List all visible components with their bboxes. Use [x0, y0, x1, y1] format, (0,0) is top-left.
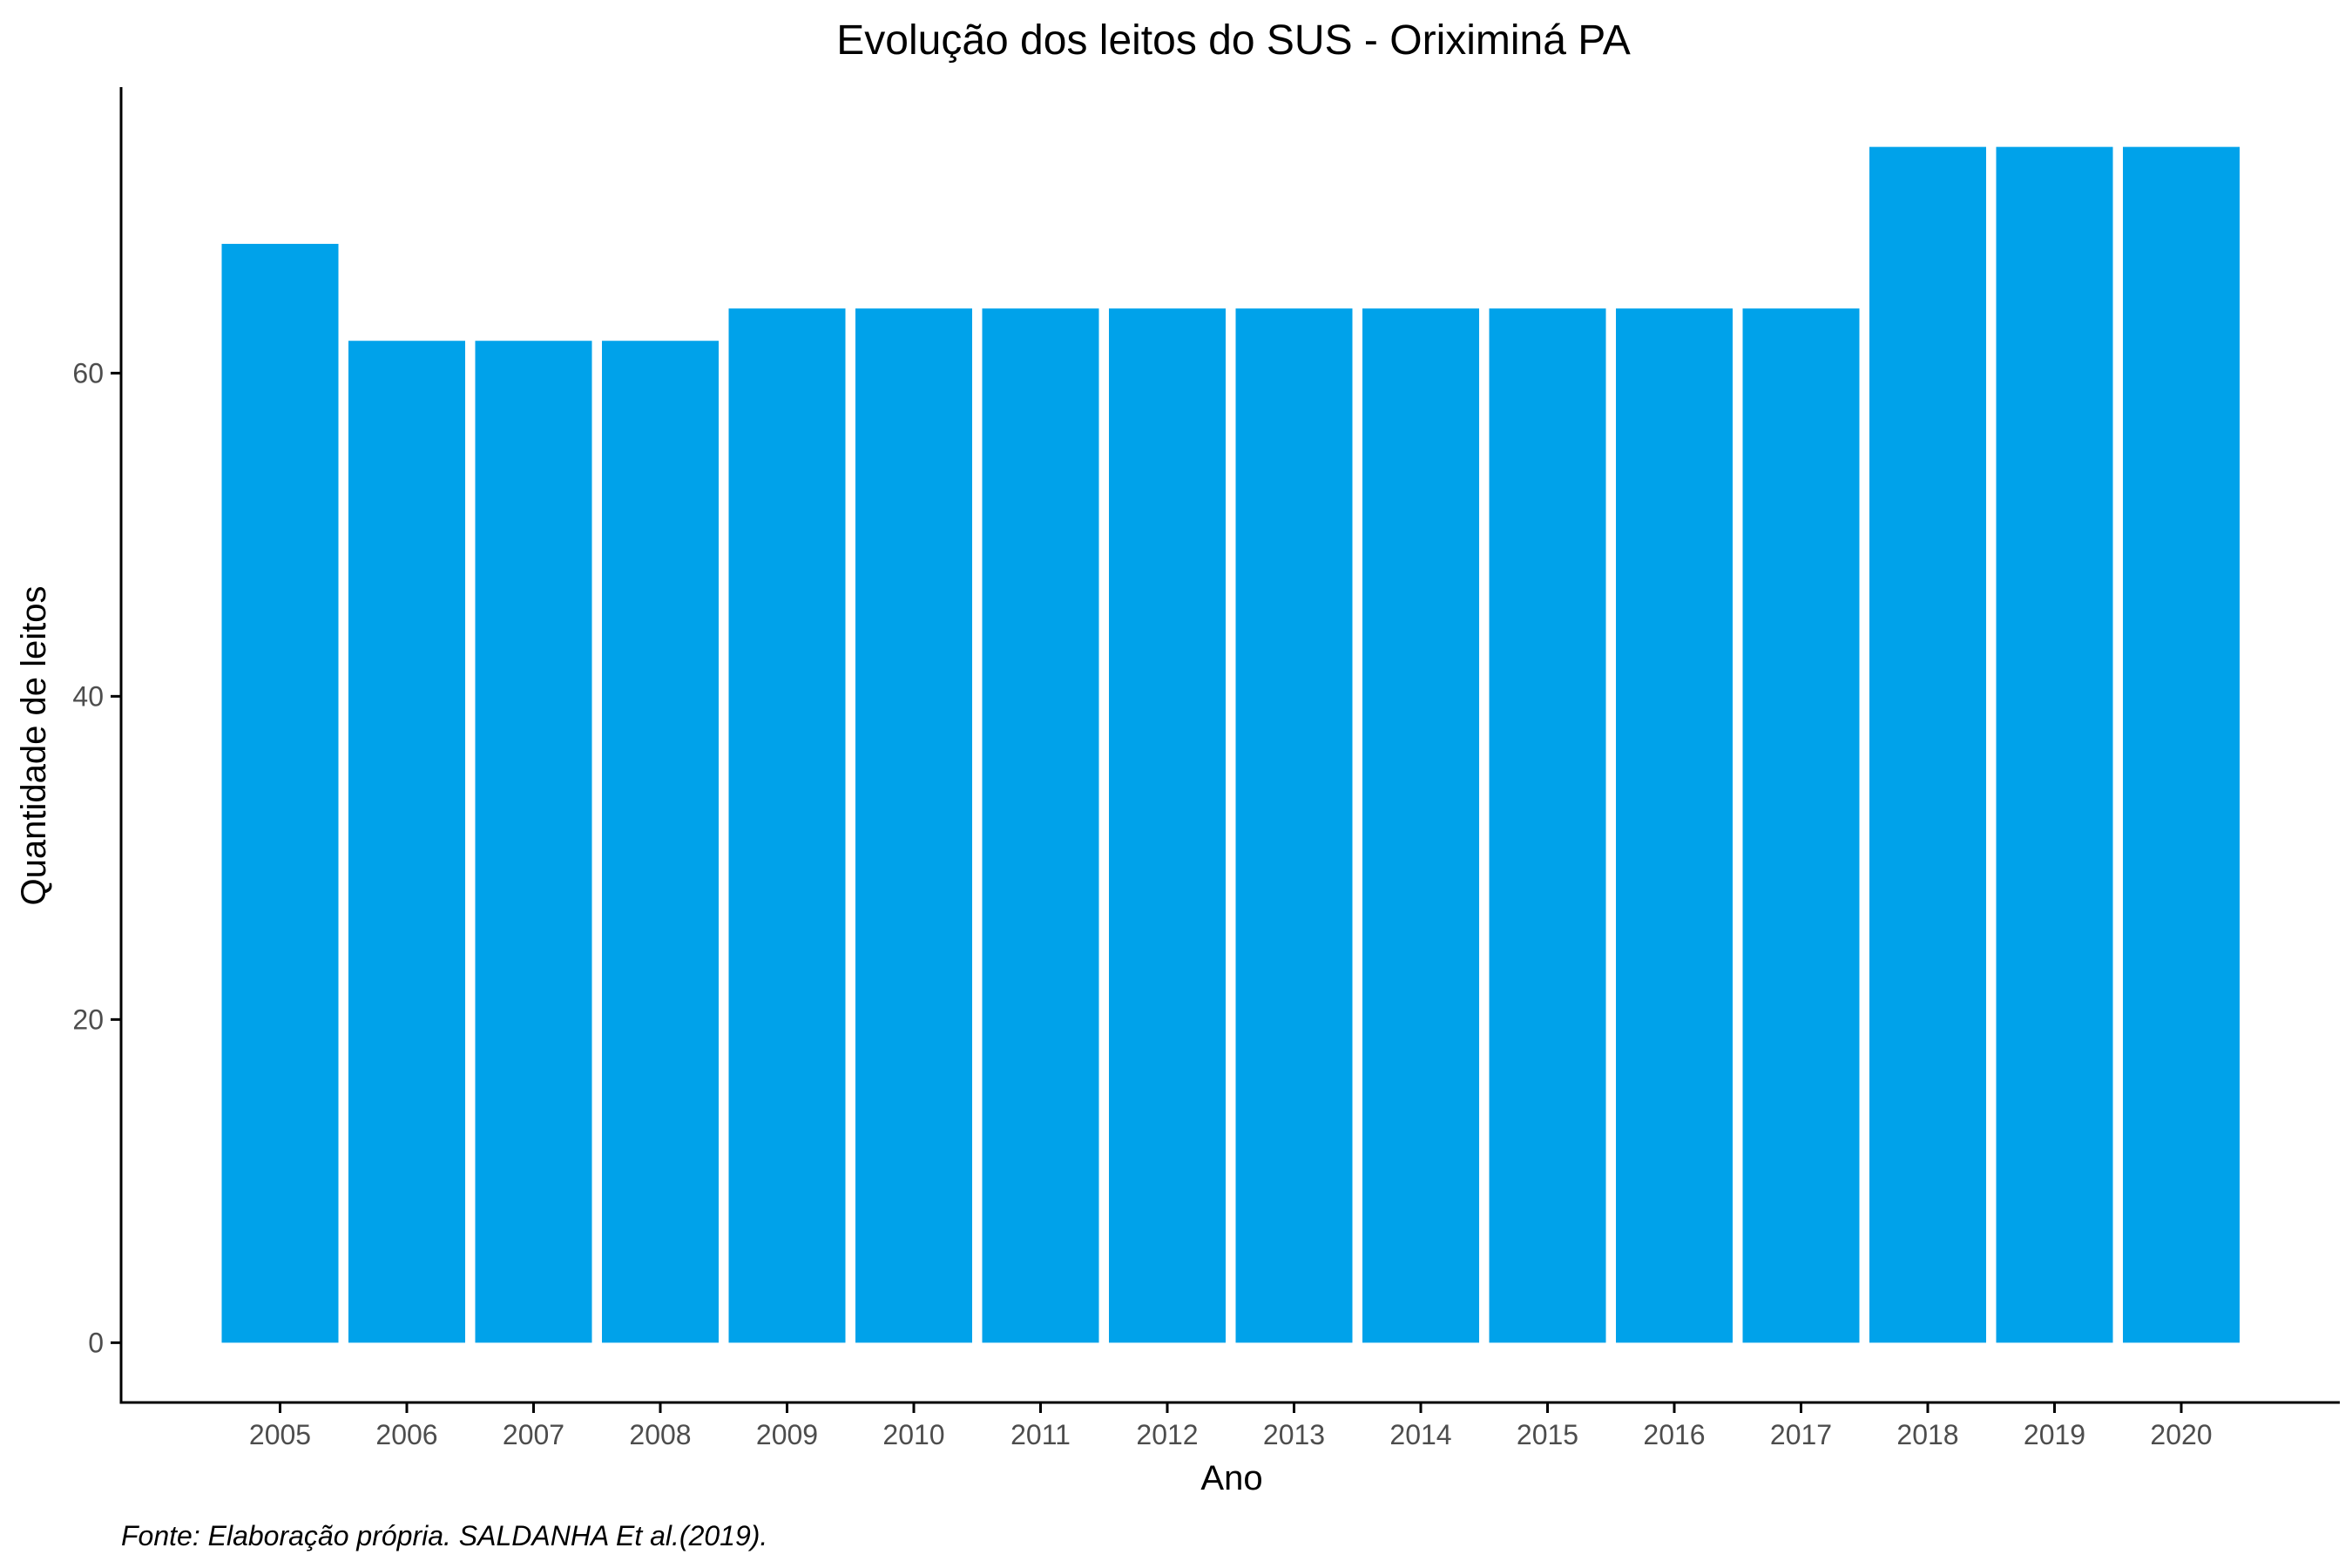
y-tick-label-20: 20	[72, 1004, 104, 1035]
bar-2010	[855, 308, 972, 1343]
x-tick-label-2020: 2020	[2150, 1419, 2212, 1450]
x-tick-label-2017: 2017	[1770, 1419, 1832, 1450]
y-axis-title: Quantidade de leitos	[15, 586, 53, 906]
bar-2005	[221, 243, 339, 1343]
y-tick-label-40: 40	[72, 680, 104, 712]
x-tick-label-2018: 2018	[1896, 1419, 1958, 1450]
x-ticks-group: 2005 2006 2007 2008 2009 2010 2011 2012 2013 2014…	[249, 1402, 2213, 1450]
x-tick-label-2012: 2012	[1136, 1419, 1198, 1450]
bar-2007	[475, 341, 592, 1343]
x-tick-label-2007: 2007	[503, 1419, 564, 1450]
x-tick-label-2006: 2006	[375, 1419, 437, 1450]
bar-2012	[1109, 308, 1226, 1343]
x-tick-label-2015: 2015	[1517, 1419, 1578, 1450]
x-tick-label-2014: 2014	[1389, 1419, 1451, 1450]
x-axis-title: Ano	[1200, 1459, 1262, 1497]
x-tick-label-2016: 2016	[1643, 1419, 1705, 1450]
bar-2020	[2123, 146, 2240, 1343]
bar-2009	[728, 308, 846, 1343]
bar-2017	[1742, 308, 1860, 1343]
bar-2013	[1235, 308, 1353, 1343]
y-ticks-group: 0 20 40 60	[72, 357, 121, 1358]
x-tick-label-2009: 2009	[756, 1419, 818, 1450]
x-tick-label-2005: 2005	[249, 1419, 311, 1450]
x-tick-label-2011: 2011	[1010, 1419, 1071, 1450]
x-tick-label-2019: 2019	[2024, 1419, 2085, 1450]
x-tick-label-2013: 2013	[1263, 1419, 1325, 1450]
bar-2011	[982, 308, 1099, 1343]
x-tick-label-2008: 2008	[629, 1419, 691, 1450]
bar-2015	[1489, 308, 1606, 1343]
bar-2006	[348, 341, 465, 1343]
bar-2016	[1616, 308, 1733, 1343]
y-tick-label-60: 60	[72, 357, 104, 389]
bar-2014	[1362, 308, 1479, 1343]
chart-title: Evolução dos leitos do SUS - Oriximiná P…	[836, 17, 1630, 64]
x-tick-label-2010: 2010	[882, 1419, 944, 1450]
bars-group	[221, 146, 2240, 1343]
bar-2018	[1869, 146, 1986, 1343]
source-caption: Fonte: Elaboração própria. SALDANHA Et a…	[121, 1520, 767, 1551]
bar-2008	[602, 341, 719, 1343]
bar-2019	[1996, 146, 2113, 1343]
y-tick-label-0: 0	[88, 1327, 104, 1358]
